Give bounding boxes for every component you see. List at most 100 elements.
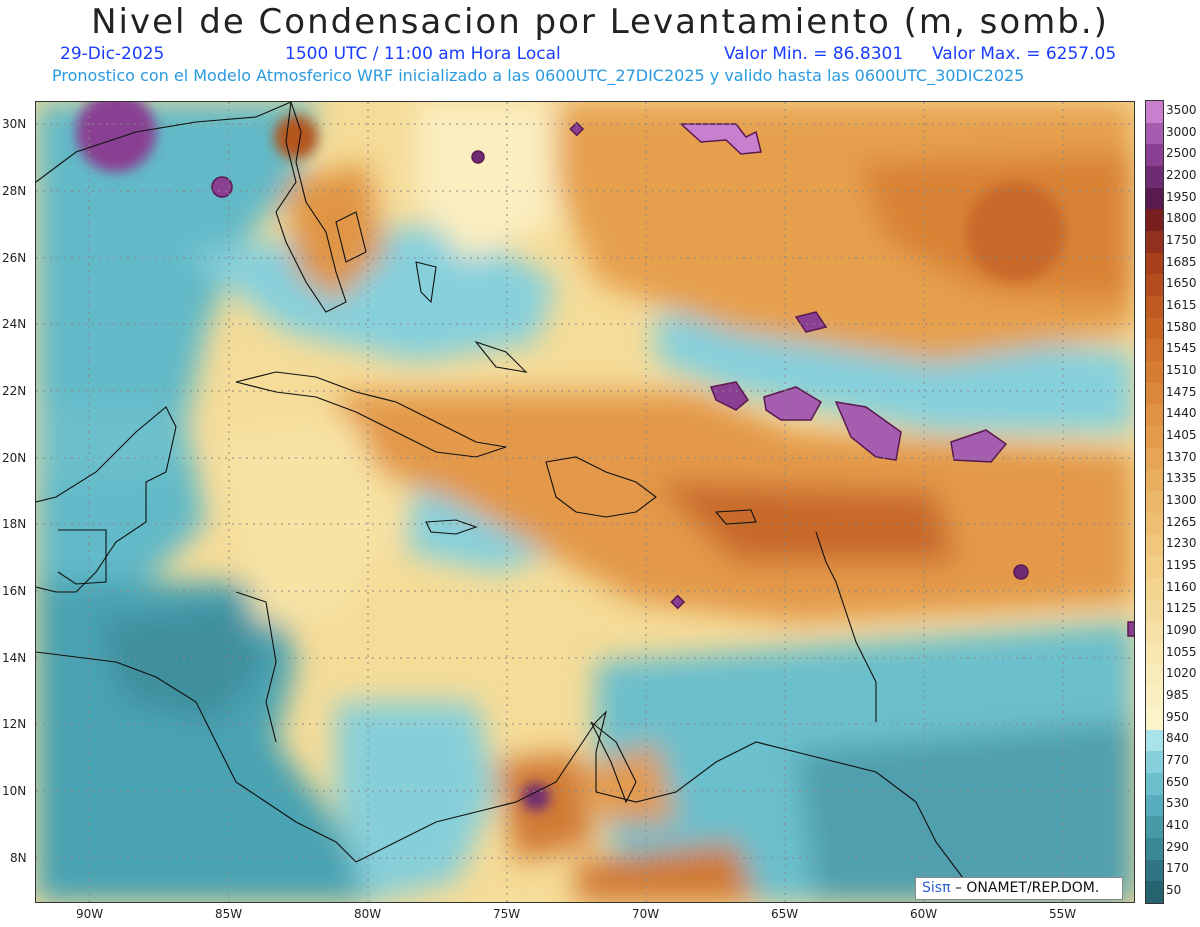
colorbar-cell	[1146, 231, 1163, 254]
colorbar-label: 1615	[1166, 297, 1197, 312]
colorbar-cell	[1146, 447, 1163, 470]
lon-label: 60W	[910, 907, 938, 921]
sispi-logo: Sisπ	[922, 880, 951, 896]
colorbar-cell	[1146, 794, 1163, 817]
colorbar-label: 1440	[1166, 406, 1197, 421]
lon-label: 80W	[354, 907, 382, 921]
lat-label: 26N	[2, 251, 27, 265]
colorbar-label: 950	[1166, 709, 1189, 724]
colorbar-cell	[1146, 881, 1163, 904]
colorbar-label: 1090	[1166, 623, 1197, 638]
colorbar-label: 1160	[1166, 579, 1197, 594]
colorbar-cell	[1146, 101, 1163, 124]
colorbar-label: 1510	[1166, 362, 1197, 377]
colorbar-cell	[1146, 751, 1163, 774]
map-title: Nivel de Condensacion por Levantamiento …	[91, 2, 1109, 42]
colorbar-cell	[1146, 187, 1163, 210]
map-panel	[35, 101, 1135, 903]
colorbar-label: 1750	[1166, 232, 1197, 247]
forecast-time: 1500 UTC / 11:00 am Hora Local	[285, 44, 561, 64]
colorbar-label: 1405	[1166, 427, 1197, 442]
colorbar	[1145, 100, 1164, 904]
colorbar-label: 1055	[1166, 644, 1197, 659]
colorbar-cell	[1146, 122, 1163, 145]
colorbar-cell	[1146, 686, 1163, 709]
colorbar-label: 2200	[1166, 167, 1197, 182]
colorbar-cell	[1146, 361, 1163, 384]
colorbar-label: 1950	[1166, 189, 1197, 204]
lat-label: 14N	[2, 651, 27, 665]
lon-label: 55W	[1049, 907, 1077, 921]
colorbar-label: 1370	[1166, 449, 1197, 464]
colorbar-cell	[1146, 274, 1163, 297]
lat-label: 30N	[2, 117, 27, 131]
coastlines	[36, 102, 967, 883]
colorbar-label: 530	[1166, 796, 1189, 811]
colorbar-cell	[1146, 209, 1163, 232]
colorbar-cell	[1146, 252, 1163, 275]
min-value: Valor Min. = 86.8301	[724, 44, 904, 64]
lat-label: 18N	[2, 517, 27, 531]
colorbar-cell	[1146, 599, 1163, 622]
lat-label: 22N	[2, 384, 27, 398]
colorbar-label: 1685	[1166, 254, 1197, 269]
forecast-date: 29-Dic-2025	[60, 44, 165, 64]
colorbar-cell	[1146, 621, 1163, 644]
field-detail	[76, 102, 1066, 811]
colorbar-label: 1335	[1166, 471, 1197, 486]
colorbar-cell	[1146, 707, 1163, 731]
colorbar-cell	[1146, 144, 1163, 167]
colorbar-label: 1545	[1166, 341, 1197, 356]
lat-label: 20N	[2, 451, 27, 465]
lat-label: 16N	[2, 584, 27, 598]
colorbar-label: 1475	[1166, 384, 1197, 399]
colorbar-cell	[1146, 772, 1163, 796]
colorbar-label: 1195	[1166, 558, 1197, 573]
graticule	[36, 102, 1134, 902]
colorbar-label: 985	[1166, 688, 1189, 703]
colorbar-cell	[1146, 166, 1163, 189]
lat-label: 10N	[2, 784, 27, 798]
colorbar-cell	[1146, 816, 1163, 839]
colorbar-label: 1580	[1166, 319, 1197, 334]
colorbar-label: 1800	[1166, 211, 1197, 226]
colorbar-cell	[1146, 729, 1163, 752]
lon-label: 85W	[215, 907, 243, 921]
colorbar-cell	[1146, 426, 1163, 449]
credit-text: – ONAMET/REP.DOM.	[954, 880, 1100, 896]
lat-label: 8N	[10, 851, 27, 865]
high-lcl-patches	[211, 121, 1134, 637]
colorbar-cell	[1146, 837, 1163, 861]
colorbar-label: 1020	[1166, 666, 1197, 681]
colorbar-cell	[1146, 382, 1163, 405]
colorbar-cell	[1146, 534, 1163, 557]
colorbar-cell	[1146, 577, 1163, 601]
colorbar-label: 1125	[1166, 601, 1197, 616]
colorbar-label: 3500	[1166, 102, 1197, 117]
colorbar-label: 840	[1166, 731, 1189, 746]
colorbar-cell	[1146, 859, 1163, 882]
lat-label: 28N	[2, 184, 27, 198]
colorbar-cell	[1146, 404, 1163, 427]
colorbar-cell	[1146, 664, 1163, 687]
colorbar-cell	[1146, 339, 1163, 362]
colorbar-cell	[1146, 296, 1163, 319]
lon-label: 75W	[493, 907, 521, 921]
colorbar-label: 2500	[1166, 146, 1197, 161]
colorbar-cell	[1146, 512, 1163, 535]
colorbar-cell	[1146, 556, 1163, 579]
colorbar-cell	[1146, 469, 1163, 492]
colorbar-label: 170	[1166, 861, 1189, 876]
colorbar-label: 770	[1166, 753, 1189, 768]
colorbar-label: 410	[1166, 818, 1189, 833]
lon-label: 65W	[771, 907, 799, 921]
forecast-description: Pronostico con el Modelo Atmosferico WRF…	[52, 66, 1025, 85]
colorbar-label: 1265	[1166, 514, 1197, 529]
lat-label: 12N	[2, 717, 27, 731]
colorbar-label: 1300	[1166, 493, 1197, 507]
colorbar-label: 650	[1166, 774, 1189, 789]
max-value: Valor Max. = 6257.05	[932, 44, 1117, 64]
colorbar-label: 1230	[1166, 536, 1197, 551]
lat-label: 24N	[2, 317, 27, 331]
credit-box: Sisπ – ONAMET/REP.DOM.	[915, 877, 1123, 900]
